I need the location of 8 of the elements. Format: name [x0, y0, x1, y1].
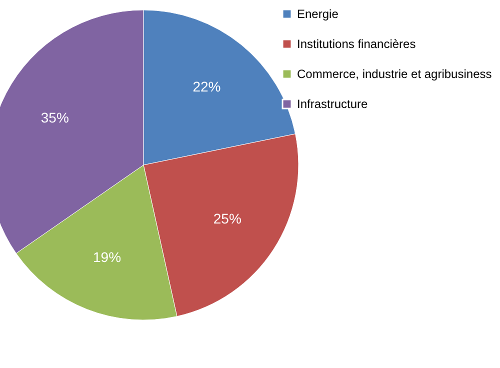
data-label: 35% — [40, 110, 69, 126]
legend-label: Infrastructure — [297, 97, 368, 111]
legend-label: Institutions financières — [297, 37, 416, 51]
data-label: 19% — [93, 249, 122, 266]
data-label: 22% — [192, 78, 221, 95]
data-label: 25% — [213, 210, 242, 226]
legend-label: Energie — [297, 7, 339, 21]
legend-label: Commerce, industrie et agribusiness — [297, 67, 492, 81]
